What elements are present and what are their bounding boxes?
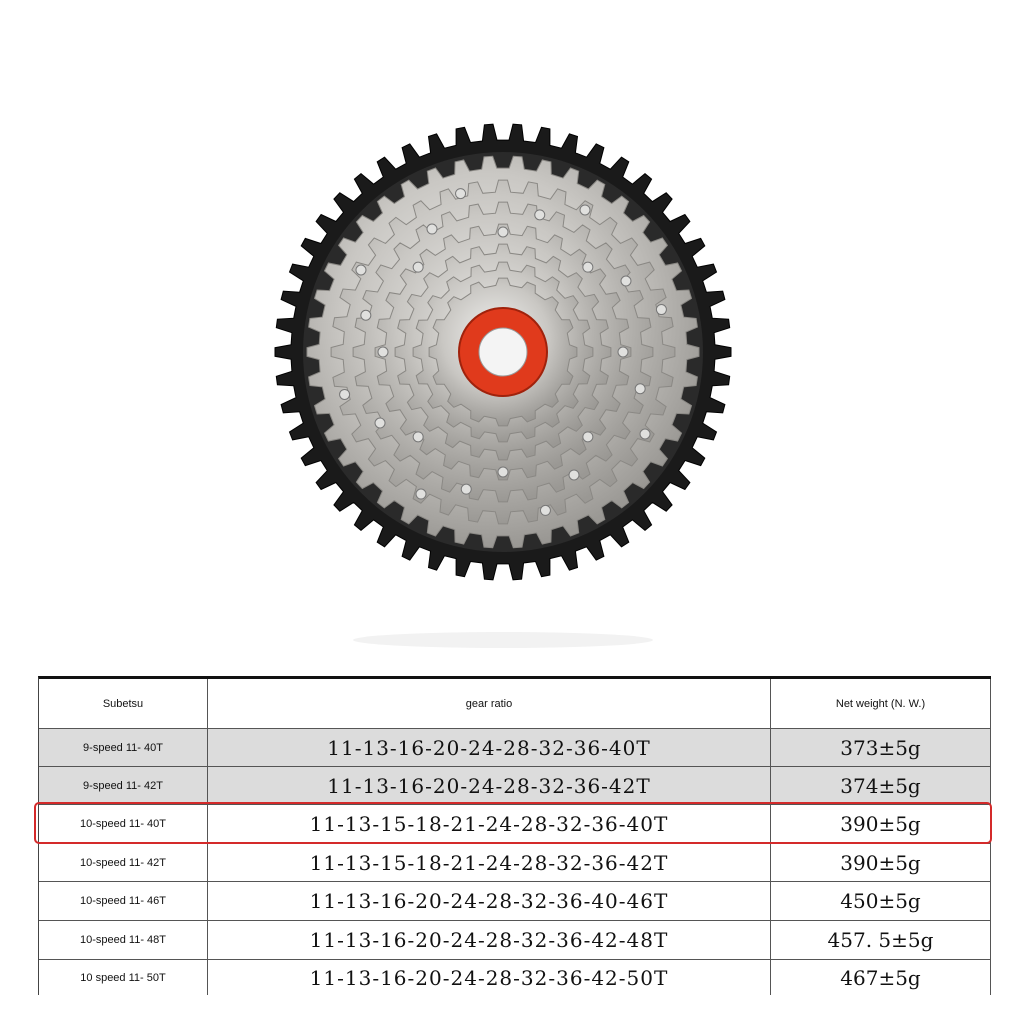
rivet xyxy=(412,261,424,273)
rivet xyxy=(582,261,594,273)
table-cell: 11-13-15-18-21-24-28-32-36-42T xyxy=(208,844,771,881)
rivet xyxy=(634,383,646,395)
rivet xyxy=(620,275,632,287)
table-row: 9-speed 11- 40T 11-13-16-20-24-28-32-36-4… xyxy=(39,729,991,767)
table-cell: 11-13-16-20-24-28-32-36-40-46T xyxy=(208,882,771,920)
table-cell: 11-13-16-20-24-28-32-36-42-50T xyxy=(208,960,771,995)
rivet xyxy=(534,209,546,221)
header-cell: Net weight (N. W.) xyxy=(771,679,991,728)
rivet xyxy=(426,223,438,235)
rivet xyxy=(497,466,509,478)
rivet xyxy=(360,309,372,321)
table-row: 10-speed 11- 46T 11-13-16-20-24-28-32-36-… xyxy=(39,882,991,921)
rivet xyxy=(568,469,580,481)
header-row: Subetsu gear ratio Net weight (N. W.) xyxy=(39,679,991,729)
table-row: 10-speed 11- 40T 11-13-15-18-21-24-28-32-… xyxy=(39,805,991,844)
rivet xyxy=(539,504,551,516)
rivet xyxy=(617,346,629,358)
table-cell: 10-speed 11- 46T xyxy=(39,882,208,920)
table-cell: 467±5g xyxy=(771,960,991,995)
rivet xyxy=(455,188,467,200)
rivet xyxy=(460,483,472,495)
rivet xyxy=(579,204,591,216)
table-cell: 10-speed 11- 42T xyxy=(39,844,208,881)
rivet xyxy=(339,388,351,400)
table-cell: 390±5g xyxy=(771,844,991,881)
table-cell: 373±5g xyxy=(771,729,991,766)
lockring-hole xyxy=(478,327,528,377)
header-cell: gear ratio xyxy=(208,679,771,728)
table-row: 10 speed 11- 50T 11-13-16-20-24-28-32-36-… xyxy=(39,960,991,995)
rivet xyxy=(412,431,424,443)
rivet xyxy=(355,264,367,276)
table-cell: 11-13-16-20-24-28-32-36-42T xyxy=(208,767,771,804)
table-cell: 11-13-16-20-24-28-32-36-40T xyxy=(208,729,771,766)
table-cell: 10-speed 11- 48T xyxy=(39,921,208,959)
table-cell: 374±5g xyxy=(771,767,991,804)
rivet xyxy=(497,226,509,238)
table-cell: 9-speed 11- 40T xyxy=(39,729,208,766)
table-cell: 450±5g xyxy=(771,882,991,920)
table-row: 10-speed 11- 48T 11-13-16-20-24-28-32-36-… xyxy=(39,921,991,960)
table-cell: 11-13-16-20-24-28-32-36-42-48T xyxy=(208,921,771,959)
rivet xyxy=(582,431,594,443)
cassette-image xyxy=(274,123,732,648)
spec-table: Subetsu gear ratio Net weight (N. W.) 9-spe… xyxy=(38,676,991,995)
table-cell: 457. 5±5g xyxy=(771,921,991,959)
table-cell: 390±5g xyxy=(771,805,991,843)
header-cell: Subetsu xyxy=(39,679,208,728)
table-cell: 9-speed 11- 42T xyxy=(39,767,208,804)
rivet xyxy=(415,488,427,500)
rivet xyxy=(377,346,389,358)
rivet xyxy=(374,417,386,429)
table-row: 9-speed 11- 42T 11-13-16-20-24-28-32-36-4… xyxy=(39,767,991,805)
table-cell: 10 speed 11- 50T xyxy=(39,960,208,995)
rivet xyxy=(655,304,667,316)
table-cell: 11-13-15-18-21-24-28-32-36-40T xyxy=(208,805,771,843)
rivet xyxy=(639,428,651,440)
table-row: 10-speed 11- 42T 11-13-15-18-21-24-28-32-… xyxy=(39,844,991,882)
table-cell: 10-speed 11- 40T xyxy=(39,805,208,843)
